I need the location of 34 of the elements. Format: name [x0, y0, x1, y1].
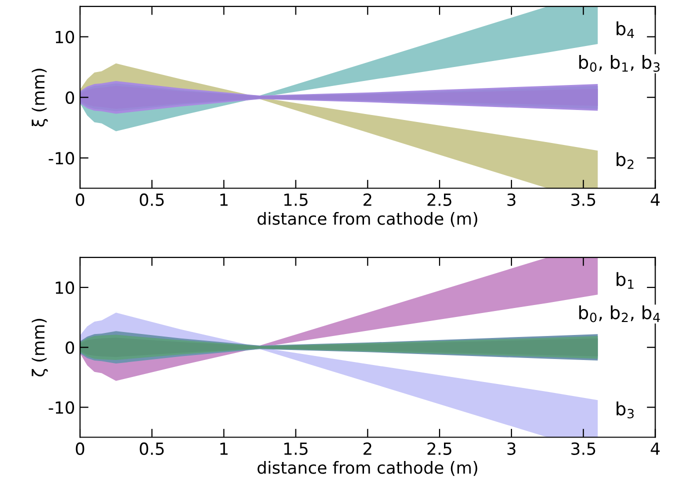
y-tick-label: 0	[66, 91, 74, 104]
x-tick-label: 0.5	[140, 193, 164, 206]
annotation: b$_{4}$	[616, 21, 634, 38]
annotation: b$_{0}$, b$_{1}$, b$_{3}$	[579, 54, 660, 72]
x-tick-label: 2	[364, 442, 372, 455]
annotation: b$_{2}$	[616, 152, 634, 169]
x-tick-label: 1.5	[284, 194, 308, 206]
y-tick-label: 0	[66, 341, 74, 354]
x-tick-label: 3.5	[571, 442, 596, 456]
y-tick-label: -10	[48, 152, 74, 165]
x-tick-label: 2	[364, 193, 372, 206]
y-axis-title: ξ (mm)	[32, 68, 48, 127]
x-tick-label: 4	[650, 442, 660, 455]
annotation: b$_{0}$, b$_{2}$, b$_{4}$	[579, 305, 660, 322]
x-tick-label: 1	[220, 442, 228, 455]
x-axis-title: distance from cathode (m)	[258, 212, 478, 227]
x-tick-label: 2.5	[428, 193, 452, 206]
y-tick-label: 10	[56, 281, 74, 294]
y-tick-label: 10	[56, 30, 74, 44]
x-tick-label: 4	[650, 194, 660, 206]
x-tick-label: 3	[507, 193, 516, 206]
x-tick-label: 0	[76, 193, 84, 206]
y-tick-label: -10	[48, 401, 74, 414]
x-tick-label: 1	[220, 194, 228, 206]
y-axis-title: ζ (mm)	[32, 318, 48, 376]
x-axis-title: distance from cathode (m)	[258, 461, 478, 476]
annotation: b$_{1}$	[616, 272, 634, 289]
x-tick-label: 2.5	[428, 442, 452, 456]
x-tick-label: 1.5	[284, 442, 308, 456]
x-tick-label: 0	[76, 442, 84, 456]
x-tick-label: 3	[507, 442, 516, 456]
x-tick-label: 3.5	[571, 193, 596, 206]
annotation: b$_{3}$	[616, 402, 634, 418]
x-tick-label: 0.5	[140, 442, 164, 456]
